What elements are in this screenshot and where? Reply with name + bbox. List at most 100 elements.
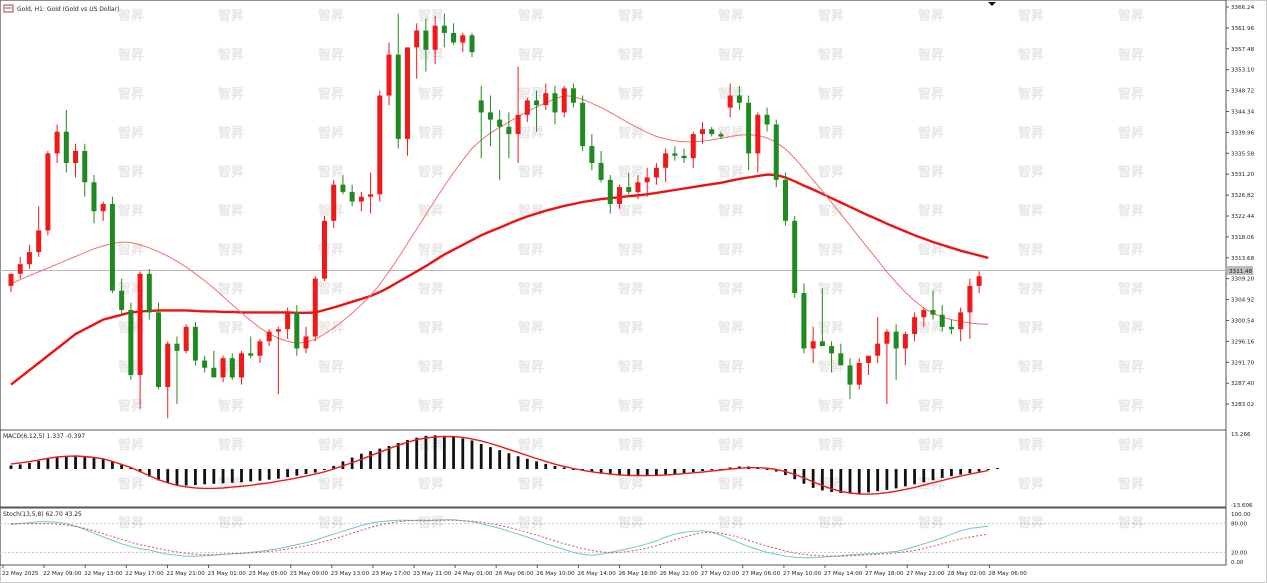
time-axis[interactable]: 22 May 2025 22 May 09:00 22 May 13:00 22 Ma… [2,565,1027,577]
time-tick-label: 27 May 18:00 [865,571,904,577]
candle [266,329,272,347]
watermark-text: 智昇 [818,8,844,24]
candle [285,307,291,339]
candle [856,358,862,390]
candle [672,146,678,161]
candle-body [948,326,954,330]
candle [487,95,493,147]
stoch-main-line [10,519,989,559]
candle-body [709,129,715,135]
watermark-text: 智昇 [418,86,444,102]
candle-body [829,346,835,354]
time-tick-label: 26 May 14:00 [577,571,616,577]
macd-histogram-bar [627,469,631,477]
candle-body [469,35,475,53]
macd-histogram-bar [415,437,419,469]
candle [948,319,954,335]
macd-histogram-bar [212,469,216,484]
watermark-text: 智昇 [518,359,544,375]
candle [137,271,143,409]
watermark-text: 智昇 [818,398,844,414]
watermark-text: 智昇 [418,8,444,24]
chart-shift-marker[interactable] [988,2,996,6]
watermark-text: 智昇 [1018,203,1044,219]
macd-histogram-bar [599,469,603,474]
candle [36,206,42,257]
price-tick-label: 3304.92 [1231,298,1254,304]
macd-histogram-bar [710,469,714,471]
watermark-text: 智昇 [1018,515,1044,531]
candle [202,355,208,373]
watermark-text: 智昇 [318,8,344,24]
candle [912,312,918,342]
candle [534,90,540,132]
macd-histogram-bar [184,469,188,486]
stochastic-indicator [0,519,1226,559]
candle [82,143,88,197]
candle [17,256,23,279]
watermark-text: 智昇 [318,515,344,531]
time-tick-label: 23 May 09:00 [290,571,329,577]
candle-body [727,95,733,108]
macd-histogram-bar [618,469,621,476]
macd-histogram-bar [903,469,907,487]
candle-body [912,317,918,335]
candle [773,119,779,188]
watermark-text: 智昇 [818,47,844,63]
watermark-text: 智昇 [518,164,544,180]
macd-histogram-bar [894,469,898,489]
watermark-text: 智昇 [518,125,544,141]
candle-body [607,179,613,204]
candle-body [589,146,595,163]
candle-body [17,264,23,274]
watermark-text: 智昇 [618,47,644,63]
price-tick-label: 3296.16 [1231,339,1255,345]
candle-body [460,35,466,43]
candle [976,271,982,294]
macd-histogram-bar [276,469,280,479]
macd-histogram-bar [369,451,372,469]
macd-histogram-bar [249,469,253,482]
watermark-text: 智昇 [718,125,744,141]
macd-histogram-bar [479,444,483,469]
candle-body [681,155,687,159]
watermark-text: 智昇 [1118,476,1144,492]
macd-histogram-bar [101,458,105,469]
price-tick-label: 3309.20 [1231,277,1255,283]
macd-histogram-bar [46,458,50,469]
candle-body [819,341,825,347]
candle [358,191,364,212]
watermark-text: 智昇 [1118,164,1144,180]
watermark-text: 智昇 [118,242,144,258]
candle [220,355,226,383]
candle [810,326,816,363]
candle-body [395,54,401,139]
macd-histogram-bar [111,461,114,469]
candle-body [220,358,226,378]
macd-histogram-bar [83,456,87,469]
macd-histogram-bar [166,469,170,484]
candle [349,184,355,207]
macd-histogram-bar [802,469,806,484]
watermark-text: 智昇 [618,125,644,141]
price-axis[interactable]: 3366.24 3361.96 3357.48 3353.10 3348.72 3344.… [1226,5,1255,408]
price-tick-label: 3322.44 [1231,214,1255,220]
candle [26,244,32,269]
macd-histogram-bar [157,469,160,481]
watermark-text: 智昇 [818,86,844,102]
candle-body [534,100,540,106]
macd-histogram-bar [986,469,990,471]
candle [8,273,14,293]
candle-body [644,177,650,183]
watermark-text: 智昇 [618,242,644,258]
watermark-text: 智昇 [518,515,544,531]
watermark-text: 智昇 [718,476,744,492]
time-tick-label: 27 May 14:00 [824,571,863,577]
candle [967,278,973,339]
price-tick-label: 3353.10 [1231,68,1255,74]
candle-body [700,129,705,135]
candle-body [543,93,549,106]
candle [432,16,438,65]
